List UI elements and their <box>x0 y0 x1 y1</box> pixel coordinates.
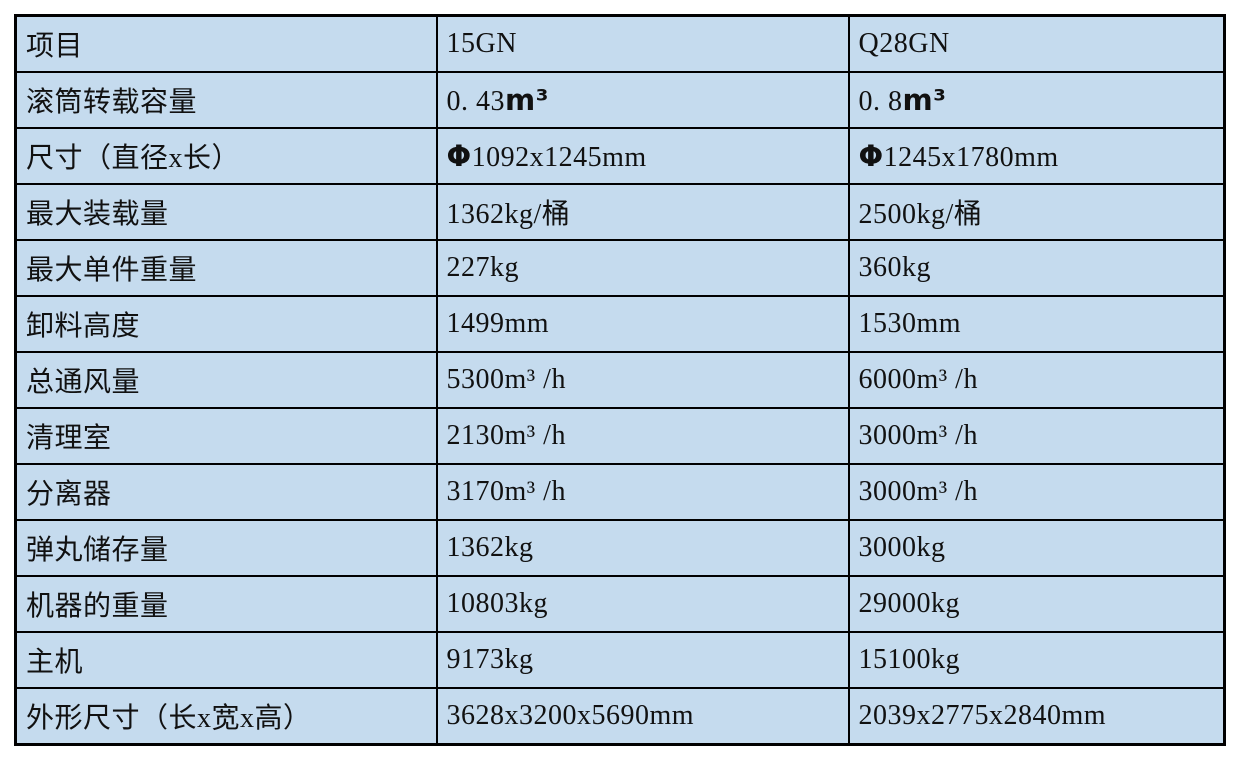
unit-text: m³ <box>505 82 549 117</box>
spec-value: 1362kg/桶 <box>446 199 571 230</box>
spec-value-cell: 3170m³ /h <box>435 463 850 521</box>
spec-label-cell: 最大单件重量 <box>14 239 438 297</box>
unit-text: m³ <box>902 82 947 117</box>
spec-value-cell: 1499mm <box>435 295 850 353</box>
spec-label-cell: 机器的重量 <box>14 575 438 633</box>
spec-label-cell: 卸料高度 <box>14 295 438 353</box>
spec-value-cell: 6000m³ /h <box>847 351 1226 409</box>
spec-value-cell: 9173kg <box>435 631 850 689</box>
spec-label: 尺寸（直径x长） <box>26 143 241 174</box>
spec-value: 3170m³ /h <box>446 476 566 507</box>
spec-label-cell: 清理室 <box>14 407 438 465</box>
spec-value-cell: Φ1092x1245mm <box>435 127 850 185</box>
spec-value-cell: 1362kg <box>435 519 850 577</box>
header-cell-model-q28gn: Q28GN <box>847 14 1226 73</box>
table-header-row: 项目 15GN Q28GN <box>14 14 1226 73</box>
spec-value: 1092x1245mm <box>471 141 647 173</box>
spec-value-cell: 15100kg <box>847 631 1226 689</box>
table-row-drum-capacity: 滚筒转载容量 0. 43m³ 0. 8m³ <box>14 71 1226 129</box>
spec-value: 0. 8 <box>858 85 903 117</box>
spec-value-cell: 2500kg/桶 <box>847 183 1226 241</box>
spec-value-cell: 0. 43m³ <box>435 71 850 129</box>
table-row-overall-dimensions: 外形尺寸（长x宽x高） 3628x3200x5690mm 2039x2775x2… <box>14 687 1226 746</box>
spec-value: 0. 43 <box>446 85 505 117</box>
spec-value-cell: 2130m³ /h <box>435 407 850 465</box>
table-row-machine-weight: 机器的重量 10803kg 29000kg <box>14 575 1226 633</box>
table-row-cleaning-chamber: 清理室 2130m³ /h 3000m³ /h <box>14 407 1226 465</box>
table-row-discharge-height: 卸料高度 1499mm 1530mm <box>14 295 1226 353</box>
spec-label: 最大单件重量 <box>26 255 198 286</box>
spec-value-cell: 2039x2775x2840mm <box>847 687 1226 746</box>
model-name: Q28GN <box>858 28 950 59</box>
spec-label: 滚筒转载容量 <box>26 87 198 118</box>
spec-value: 2500kg/桶 <box>858 199 983 230</box>
spec-value: 3628x3200x5690mm <box>446 700 695 731</box>
spec-value: 1245x1780mm <box>883 141 1059 173</box>
spec-value: 3000m³ /h <box>858 420 978 451</box>
spec-value-cell: 5300m³ /h <box>435 351 850 409</box>
spec-label: 外形尺寸（长x宽x高） <box>26 703 312 734</box>
spec-value-cell: 227kg <box>435 239 850 297</box>
spec-value: 15100kg <box>858 644 960 675</box>
spec-value-cell: 3000kg <box>847 519 1226 577</box>
spec-value-cell: 3000m³ /h <box>847 463 1226 521</box>
spec-label-cell: 外形尺寸（长x宽x高） <box>14 687 438 746</box>
spec-label: 弹丸储存量 <box>26 535 169 566</box>
spec-value: 9173kg <box>446 644 534 675</box>
table-row-shot-storage: 弹丸储存量 1362kg 3000kg <box>14 519 1226 577</box>
spec-value-cell: 29000kg <box>847 575 1226 633</box>
spec-label-cell: 主机 <box>14 631 438 689</box>
header-cell-model-15gn: 15GN <box>435 14 850 73</box>
spec-label: 总通风量 <box>26 367 141 398</box>
spec-value: 1530mm <box>858 308 962 339</box>
header-cell-item: 项目 <box>14 14 438 73</box>
table-row-separator: 分离器 3170m³ /h 3000m³ /h <box>14 463 1226 521</box>
spec-value: 10803kg <box>446 588 548 619</box>
spec-label: 机器的重量 <box>26 591 169 622</box>
table-row-max-load: 最大装载量 1362kg/桶 2500kg/桶 <box>14 183 1226 241</box>
spec-label: 清理室 <box>26 423 112 454</box>
spec-value-cell: 3000m³ /h <box>847 407 1226 465</box>
spec-label-cell: 总通风量 <box>14 351 438 409</box>
spec-value: 227kg <box>446 252 519 283</box>
table-row-dimensions: 尺寸（直径x长） Φ1092x1245mm Φ1245x1780mm <box>14 127 1226 185</box>
table-row-main-machine: 主机 9173kg 15100kg <box>14 631 1226 689</box>
spec-value: 29000kg <box>858 588 960 619</box>
spec-value-cell: 1530mm <box>847 295 1226 353</box>
spec-label: 最大装载量 <box>26 199 169 230</box>
spec-value-cell: 10803kg <box>435 575 850 633</box>
spec-value: 3000kg <box>858 532 946 563</box>
spec-value: 360kg <box>858 252 931 283</box>
spec-value: 5300m³ /h <box>446 364 566 395</box>
spec-label-cell: 尺寸（直径x长） <box>14 127 438 185</box>
spec-label: 分离器 <box>26 479 112 510</box>
spec-label: 主机 <box>26 647 84 678</box>
spec-label-cell: 弹丸储存量 <box>14 519 438 577</box>
spec-label: 卸料高度 <box>26 311 141 342</box>
spec-label-cell: 滚筒转载容量 <box>14 71 438 129</box>
spec-value: 3000m³ /h <box>858 476 978 507</box>
spec-value-cell: 360kg <box>847 239 1226 297</box>
spec-comparison-table: 项目 15GN Q28GN 滚筒转载容量 0. 43m³ 0. 8m³ 尺寸（直… <box>14 14 1226 746</box>
spec-value-cell: Φ1245x1780mm <box>847 127 1226 185</box>
spec-label-cell: 分离器 <box>14 463 438 521</box>
header-label: 项目 <box>26 31 84 62</box>
spec-value: 1362kg <box>446 532 534 563</box>
model-name: 15GN <box>446 28 517 59</box>
spec-value: 2130m³ /h <box>446 420 566 451</box>
spec-value: 1499mm <box>446 308 550 339</box>
spec-label-cell: 最大装载量 <box>14 183 438 241</box>
spec-value: 2039x2775x2840mm <box>858 700 1107 731</box>
table-row-max-piece-weight: 最大单件重量 227kg 360kg <box>14 239 1226 297</box>
diameter-symbol: Φ <box>858 138 884 173</box>
spec-value: 6000m³ /h <box>858 364 978 395</box>
spec-value-cell: 3628x3200x5690mm <box>435 687 850 746</box>
spec-value-cell: 1362kg/桶 <box>435 183 850 241</box>
table-row-total-airflow: 总通风量 5300m³ /h 6000m³ /h <box>14 351 1226 409</box>
spec-value-cell: 0. 8m³ <box>847 71 1226 129</box>
diameter-symbol: Φ <box>446 138 472 173</box>
